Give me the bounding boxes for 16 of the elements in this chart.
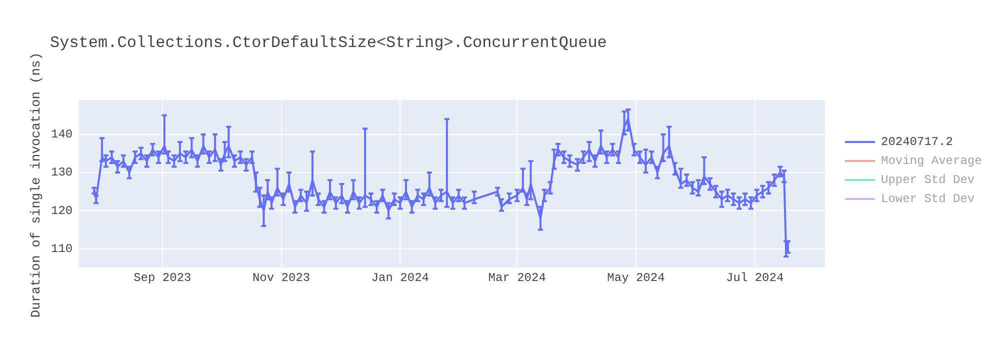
legend-label: 20240717.2 bbox=[881, 134, 954, 148]
y-axis-title: Duration of single invocation (ns) bbox=[28, 52, 44, 318]
legend-label: Moving Average bbox=[881, 154, 982, 168]
y-tick-label: 140 bbox=[50, 128, 73, 142]
x-tick-label: Mar 2024 bbox=[488, 270, 546, 285]
chart-title: System.Collections.CtorDefaultSize<String>.ConcurrentQueue bbox=[50, 34, 607, 52]
y-tick-label: 110 bbox=[50, 242, 73, 256]
y-tick-label: 130 bbox=[50, 166, 73, 180]
x-tick-label: Nov 2023 bbox=[252, 270, 310, 285]
x-tick-label: Sep 2023 bbox=[134, 270, 192, 285]
x-tick-label: Jul 2024 bbox=[726, 270, 784, 285]
y-tick-label: 120 bbox=[50, 204, 73, 218]
x-tick-label: Jan 2024 bbox=[371, 270, 429, 285]
x-tick-label: May 2024 bbox=[607, 270, 665, 285]
legend-label: Upper Std Dev bbox=[881, 172, 975, 186]
legend-label: Lower Std Dev bbox=[881, 192, 975, 206]
